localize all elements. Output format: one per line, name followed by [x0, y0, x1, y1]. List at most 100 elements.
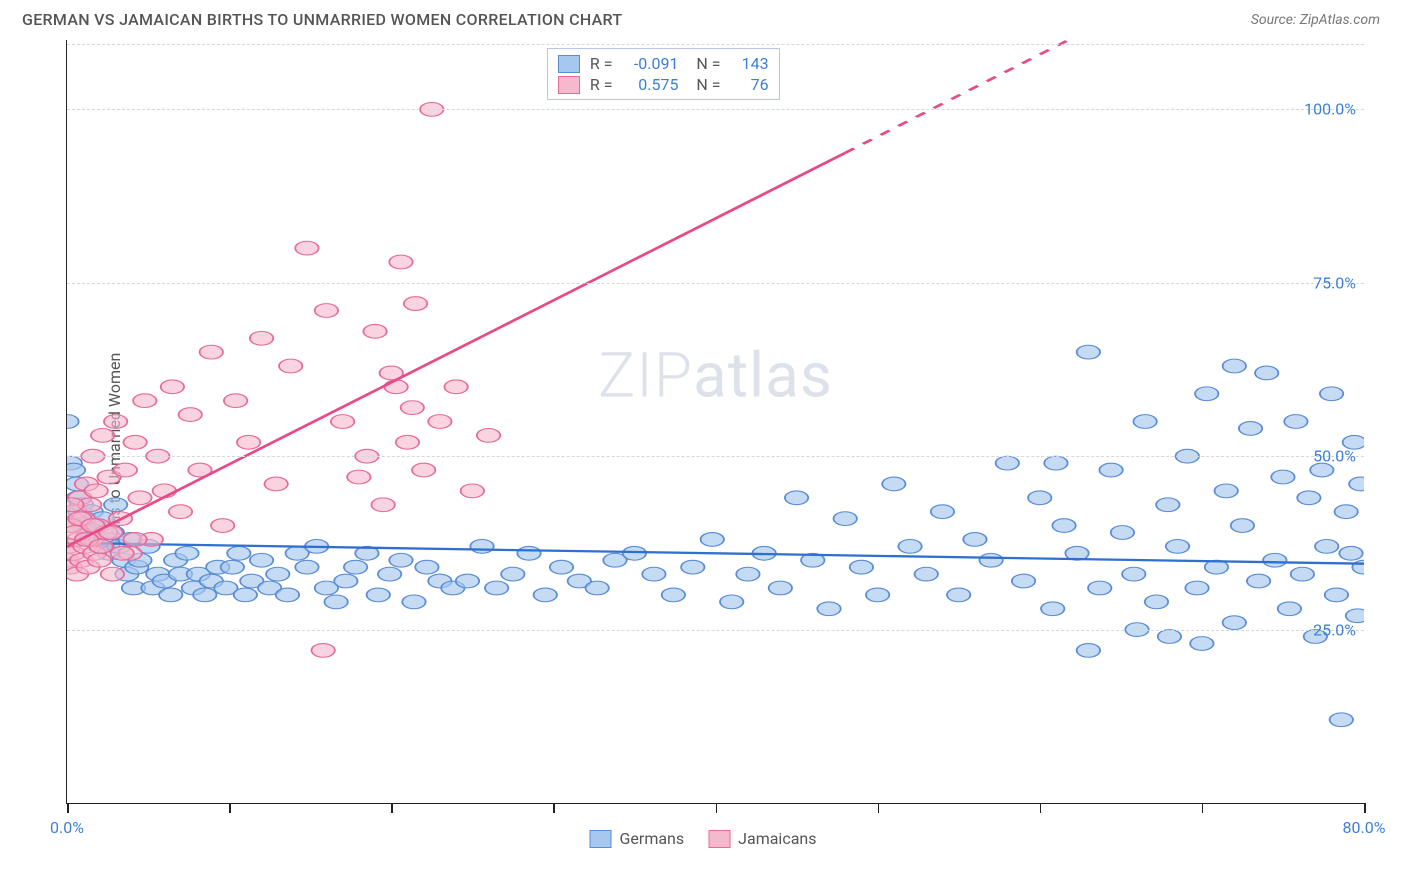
data-point: [161, 380, 184, 394]
data-point: [67, 526, 87, 540]
legend-swatch: [590, 830, 612, 848]
data-point: [331, 415, 354, 429]
gridline: [67, 456, 1364, 457]
data-point: [136, 539, 159, 553]
data-point: [206, 560, 229, 574]
data-point: [412, 463, 435, 477]
data-point: [286, 546, 309, 560]
legend-r-label: R =: [590, 54, 613, 73]
data-point: [85, 533, 108, 547]
regression-line: [67, 543, 1364, 564]
data-point: [70, 498, 93, 512]
data-point: [1122, 567, 1145, 581]
data-point: [250, 331, 273, 345]
data-point: [115, 567, 138, 581]
data-point: [963, 533, 986, 547]
data-point: [396, 435, 419, 449]
data-point: [1065, 546, 1088, 560]
data-point: [866, 588, 889, 602]
data-point: [817, 602, 840, 616]
data-point: [1099, 463, 1122, 477]
data-point: [73, 539, 96, 553]
data-point: [1271, 470, 1294, 484]
data-point: [752, 546, 775, 560]
data-point: [456, 574, 479, 588]
data-point: [81, 519, 104, 533]
data-point: [104, 498, 127, 512]
data-point: [367, 588, 390, 602]
data-point: [89, 539, 112, 553]
data-point: [110, 546, 133, 560]
data-point: [80, 505, 103, 519]
gridline: [67, 109, 1364, 110]
data-point: [76, 560, 99, 574]
data-point: [67, 477, 88, 491]
data-point: [898, 539, 921, 553]
data-point: [101, 526, 124, 540]
data-point: [85, 484, 108, 498]
x-axis-max-label: 80.0%: [1343, 818, 1386, 837]
data-point: [214, 581, 237, 595]
data-point: [1223, 616, 1246, 630]
data-point: [642, 567, 665, 581]
data-point: [200, 345, 223, 359]
data-point: [175, 546, 198, 560]
legend-label: Jamaicans: [738, 829, 816, 848]
data-point: [80, 533, 103, 547]
data-point: [1339, 546, 1362, 560]
data-point: [67, 533, 90, 547]
data-point: [182, 581, 205, 595]
data-point: [67, 519, 82, 533]
gridline: [67, 44, 1364, 45]
data-point: [83, 519, 106, 533]
legend-r-value: 0.575: [622, 75, 678, 94]
data-point: [384, 380, 407, 394]
data-point: [1247, 574, 1270, 588]
data-point: [477, 429, 500, 443]
chart-container: Births to Unmarried Women ZIPatlas R =-0…: [22, 40, 1384, 862]
data-point: [1325, 588, 1348, 602]
data-point: [250, 553, 273, 567]
series-legend: Germans Jamaicans: [590, 829, 817, 848]
data-point: [153, 574, 176, 588]
data-point: [568, 574, 591, 588]
x-tick: [1202, 803, 1204, 813]
data-point: [415, 560, 438, 574]
data-point: [1156, 498, 1179, 512]
data-point: [70, 553, 93, 567]
data-point: [1077, 345, 1100, 359]
data-point: [88, 553, 111, 567]
data-point: [315, 304, 338, 318]
data-point: [112, 553, 135, 567]
data-point: [347, 470, 370, 484]
data-point: [276, 588, 299, 602]
legend-r-value: -0.091: [622, 54, 678, 73]
data-point: [1088, 581, 1111, 595]
data-point: [67, 519, 84, 533]
data-point: [75, 477, 98, 491]
data-point: [603, 553, 626, 567]
data-point: [140, 533, 163, 547]
legend-r-label: R =: [590, 75, 613, 94]
data-point: [78, 498, 101, 512]
data-point: [67, 560, 82, 574]
data-point: [83, 546, 106, 560]
data-point: [834, 512, 857, 526]
data-point: [534, 588, 557, 602]
data-point: [1334, 505, 1357, 519]
data-point: [585, 581, 608, 595]
data-point: [769, 581, 792, 595]
data-point: [1195, 387, 1218, 401]
regression-line: [67, 153, 845, 546]
data-point: [701, 533, 724, 547]
legend-n-value: 76: [731, 75, 769, 94]
correlation-legend: R =-0.091 N =143R =0.575 N =76: [547, 48, 780, 100]
data-point: [1041, 602, 1064, 616]
y-tick-label: 75.0%: [1313, 273, 1356, 292]
data-point: [75, 533, 98, 547]
data-point: [73, 512, 96, 526]
legend-item: Germans: [590, 829, 685, 848]
data-point: [109, 512, 132, 526]
data-point: [931, 505, 954, 519]
data-point: [68, 512, 91, 526]
